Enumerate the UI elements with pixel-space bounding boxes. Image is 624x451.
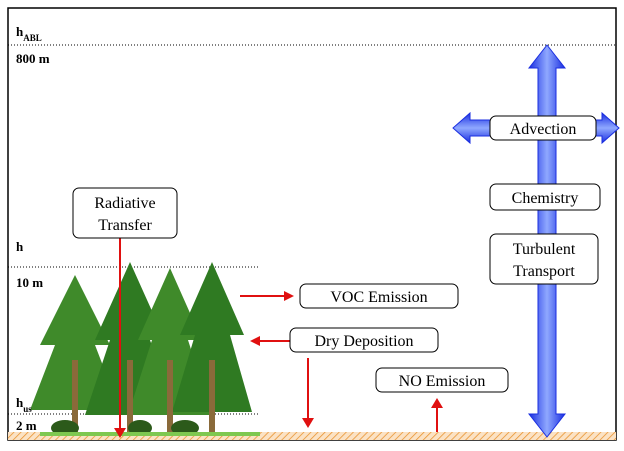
label-box (289, 327, 439, 353)
level-subscript: ABL (23, 33, 42, 43)
label-box (489, 183, 601, 211)
level-subscript: us (23, 404, 32, 414)
ground (8, 432, 616, 440)
level-label: 800 m (16, 51, 50, 66)
process-label: Transfer (98, 217, 152, 234)
process-label: Transport (513, 263, 575, 280)
process-label: Chemistry (512, 190, 579, 207)
trees (30, 262, 260, 436)
level-label: 2 m (16, 418, 37, 433)
process-label: Radiative (94, 195, 155, 212)
level-label: h (16, 239, 24, 254)
level-label: hus (16, 395, 32, 414)
level-label: h (16, 395, 24, 410)
level-label: h (16, 24, 24, 39)
label-box (489, 115, 597, 141)
label-box (375, 367, 509, 393)
level-label: 10 m (16, 275, 43, 290)
process-label: NO Emission (399, 373, 486, 390)
process-label: VOC Emission (330, 289, 427, 306)
process-arrows (114, 238, 443, 438)
process-label: Turbulent (513, 241, 576, 258)
label-box (72, 187, 178, 239)
label-box (489, 233, 599, 285)
label-box (299, 283, 459, 309)
process-label: Dry Deposition (314, 333, 413, 350)
level-label: hABL (16, 24, 42, 43)
process-label: Advection (510, 121, 577, 138)
